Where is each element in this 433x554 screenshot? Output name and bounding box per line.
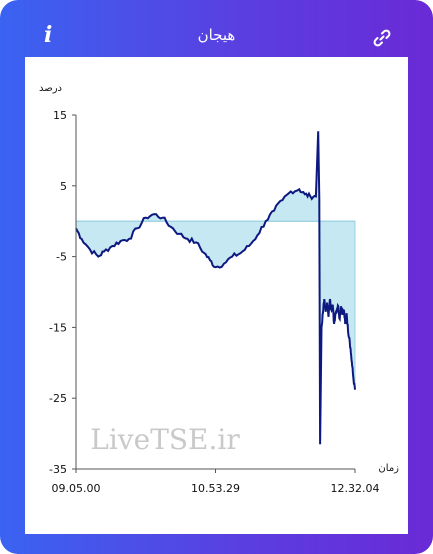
y-tick-label: 15: [53, 109, 67, 122]
y-tick-label: -15: [49, 321, 67, 334]
chart: 155-5-15-25-35 09.05.00 10.53.29 12.32.04 …: [39, 83, 399, 495]
info-icon[interactable]: i: [44, 22, 53, 48]
y-tick-label: -35: [49, 463, 67, 476]
x-tick-label: 10.53.29: [191, 482, 240, 495]
x-tick-label: 09.05.00: [52, 482, 101, 495]
x-axis-label: زمان: [378, 463, 399, 474]
header-bar: i هیجان: [0, 0, 433, 58]
y-axis-label: درصد: [39, 83, 62, 94]
y-tick-label: 5: [60, 180, 67, 193]
x-tick-label: 12.32.04: [331, 482, 380, 495]
y-tick-label: -25: [49, 392, 67, 405]
link-icon-glyph: [373, 29, 391, 47]
chart-panel: 15 5 -5 -15 -25 -35 09.05.00 10.53.29 12.32.04 …: [25, 57, 408, 534]
y-tick-label: -5: [56, 251, 67, 264]
watermark: LiveTSE.ir: [90, 423, 240, 456]
page-title: هیجان: [197, 26, 236, 44]
link-icon[interactable]: [372, 28, 392, 48]
series-line: [75, 131, 356, 445]
area-fill: [75, 131, 356, 445]
